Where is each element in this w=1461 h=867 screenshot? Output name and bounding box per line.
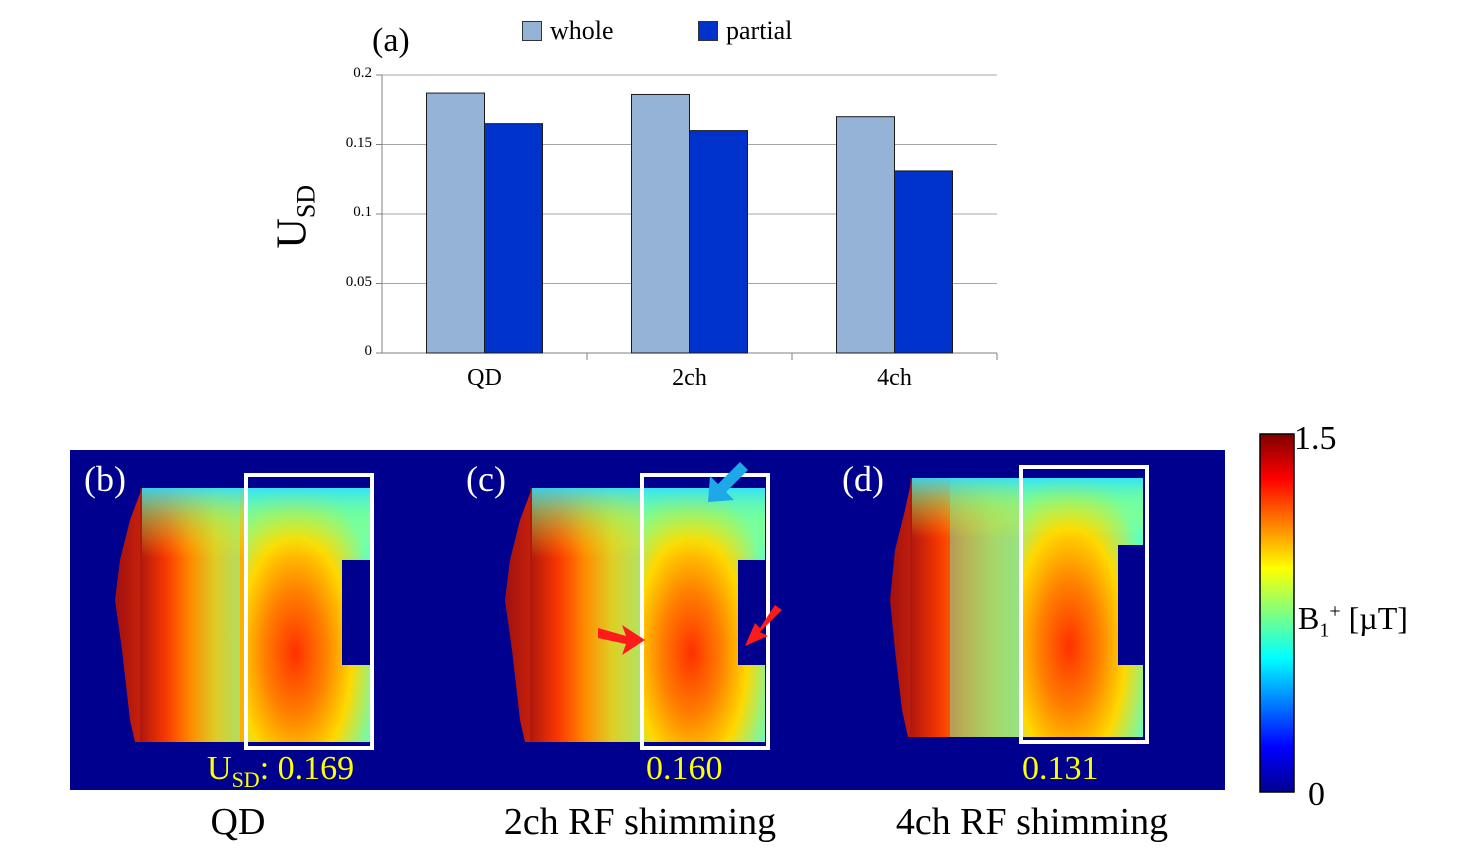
colorbar-max-label: 1.5	[1294, 420, 1337, 457]
roi-box-b	[244, 473, 374, 750]
usd-value-c: 0.160	[646, 750, 723, 788]
caption-qd: QD	[210, 801, 266, 843]
b1-maps-panel	[70, 450, 1225, 790]
bar-partial-4ch	[894, 170, 953, 354]
colorbar	[1259, 433, 1295, 793]
roi-box-c	[640, 473, 770, 750]
colorbar-title: B1+ [µT]	[1298, 600, 1408, 642]
colorbar-title-sup: +	[1329, 600, 1341, 623]
panel-d-label: (d)	[842, 459, 884, 499]
y-tick-label: 0.15	[345, 134, 372, 151]
bar-whole-4ch	[836, 116, 895, 354]
usd-prefix-b: U	[207, 750, 232, 787]
panel-b-label: (b)	[84, 459, 126, 499]
legend-swatch-partial	[698, 21, 718, 41]
usd-sub-b: SD	[231, 766, 260, 792]
bar-whole-QD	[426, 92, 485, 354]
roi-box-d	[1019, 465, 1149, 744]
map-b	[115, 473, 374, 750]
caption-2ch: 2ch RF shimming	[503, 801, 777, 843]
legend-label-partial: partial	[726, 16, 793, 45]
x-category-label: QD	[467, 365, 502, 391]
legend-swatch-whole	[522, 21, 542, 41]
colorbar-title-main: B	[1298, 600, 1320, 636]
arrow-red-right-icon	[745, 605, 782, 646]
arrow-red-left-icon	[598, 625, 645, 655]
caption-4ch: 4ch RF shimming	[895, 801, 1169, 843]
y-tick-label: 0.2	[353, 65, 372, 81]
legend-item-whole: whole	[522, 16, 614, 46]
map-d	[890, 465, 1149, 744]
usd-number-d: 0.131	[1022, 750, 1099, 787]
colorbar-title-unit: [µT]	[1340, 600, 1408, 636]
usd-value-b: USD: 0.169	[207, 750, 354, 793]
bar-chart	[376, 74, 998, 360]
y-tick-label: 0	[364, 343, 373, 359]
panel-a-label: (a)	[372, 22, 410, 59]
legend-item-partial: partial	[698, 16, 792, 46]
legend-label-whole: whole	[550, 16, 614, 45]
bar-whole-2ch	[631, 93, 690, 354]
usd-number-c: 0.160	[646, 750, 723, 787]
usd-number-b: : 0.169	[259, 750, 355, 787]
x-category-label: 2ch	[672, 365, 707, 391]
panel-c-label: (c)	[466, 459, 506, 499]
map-c	[505, 462, 782, 750]
colorbar-title-sub: 1	[1319, 619, 1330, 642]
y-tick-label: 0.1	[353, 204, 372, 220]
y-tick-label: 0.05	[345, 273, 372, 290]
bar-partial-QD	[484, 123, 543, 354]
usd-value-d: 0.131	[1022, 750, 1099, 788]
colorbar-min-label: 0	[1308, 776, 1325, 813]
bar-partial-2ch	[689, 130, 748, 354]
x-category-label: 4ch	[877, 365, 912, 391]
arrow-blue-icon	[708, 462, 748, 502]
